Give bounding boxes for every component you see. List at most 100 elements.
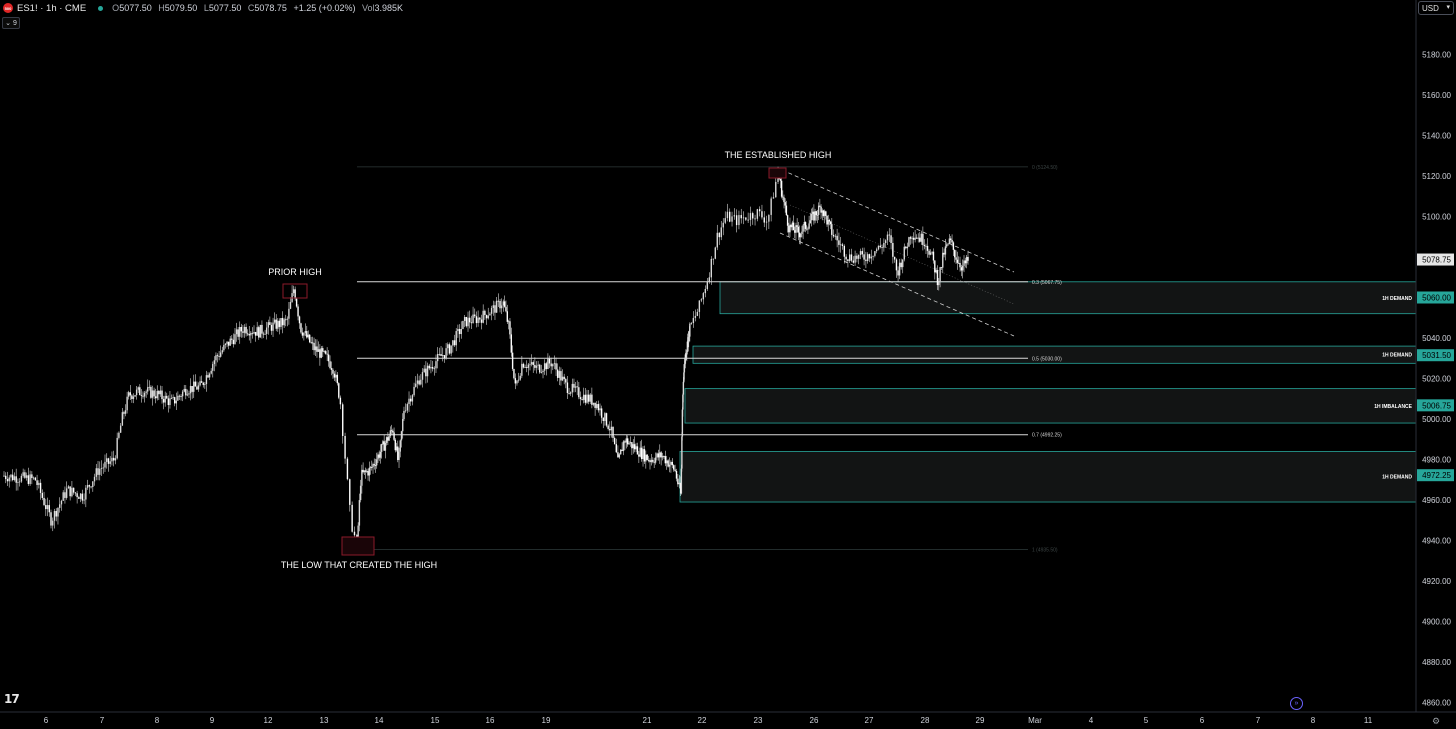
candle-body [749,213,752,220]
candle-body [561,376,564,381]
candle-body [967,256,969,261]
candle-body [373,464,375,466]
candle-body [529,364,531,366]
time-axis-tick: 19 [542,716,551,725]
candle-body [934,260,936,273]
candle-body [664,456,667,464]
candle-body [905,246,907,249]
candle-body [653,461,655,463]
candle-body [718,232,720,238]
candle-body [389,430,392,436]
candle-body [186,394,189,396]
candle-body [522,363,525,368]
candle-body [838,240,840,245]
symbol-label[interactable]: ES1! · 1h · CME [17,2,87,14]
candle-body [78,497,80,499]
candle-body [678,482,680,485]
candle-body [57,507,59,517]
candle-body [364,470,367,472]
candle-body [591,394,593,405]
candle-body [118,432,120,438]
candle-body [269,322,271,325]
candle-body [816,214,819,216]
zone-label: 1H DEMAND [1382,353,1412,359]
candle-body [231,338,233,340]
candle-body [694,315,697,318]
candle-body [925,245,927,247]
zone-label: 1H DEMAND [1382,475,1412,481]
candle-body [181,391,184,397]
candle-body [579,397,582,400]
candle-body [810,213,813,221]
candle-body [912,237,915,240]
candle-body [208,373,211,378]
candle-body [731,216,733,222]
open-label: O [112,3,120,13]
candle-body [589,394,591,402]
candle-body [680,468,683,494]
candle-body [435,361,437,369]
candle-body [320,348,323,358]
tradingview-logo-icon[interactable]: 𝟭𝟳 [4,692,20,706]
candle-body [915,237,918,239]
candle-body [392,430,394,433]
candle-body [720,227,722,238]
candle-body [507,321,510,323]
currency-selector[interactable]: USD ▾ [1418,1,1454,15]
candle-body [571,383,574,393]
time-axis-tick: 16 [486,716,495,725]
candle-body [53,511,56,521]
candle-body [516,380,518,384]
candle-body [706,281,709,290]
candle-body [847,259,849,262]
candle-body [803,222,806,226]
candle-body [814,211,816,221]
candle-body [505,306,507,312]
candle-body [935,270,937,273]
candle-body [93,476,96,482]
candle-body [849,254,851,262]
candle-body [569,392,572,394]
candle-body [674,469,676,472]
candle-body [6,479,9,482]
zone-price-badge-label: 5031.50 [1422,351,1451,360]
candle-body [38,482,40,485]
candle-body [475,316,478,324]
candle-body [46,505,49,510]
price-axis-tick: 4980.00 [1422,456,1451,465]
candle-body [633,444,636,450]
candle-body [193,381,195,392]
candle-body [314,346,317,351]
candle-body [831,224,833,235]
candle-body [543,363,546,371]
candle-body [631,442,633,449]
candle-body [791,222,794,228]
indicator-collapse-button[interactable]: ⌄ 9 [2,17,20,29]
candle-body [205,375,208,385]
candle-body [273,319,276,323]
candle-body [135,389,138,396]
candle-body [262,333,265,335]
candle-body [440,354,442,357]
candle-body [513,368,515,379]
candle-body [920,233,923,242]
time-axis-tick: Mar [1028,716,1042,725]
candle-body [563,376,565,380]
candle-body [584,394,587,403]
candle-body [420,379,422,385]
candle-body [618,454,621,458]
candle-body [3,475,5,477]
candle-body [681,409,684,437]
go-to-realtime-icon[interactable]: » [1290,697,1303,710]
candle-body [754,218,756,220]
candle-body [600,408,603,418]
gear-icon[interactable]: ⚙ [1432,716,1441,726]
candle-body [221,350,223,353]
open-value: 5077.50 [119,3,152,13]
annotation-low-created-high: THE LOW THAT CREATED THE HIGH [281,560,437,570]
candle-body [733,215,736,217]
candle-body [502,301,505,306]
candle-body [83,499,85,501]
candle-body [250,332,252,336]
